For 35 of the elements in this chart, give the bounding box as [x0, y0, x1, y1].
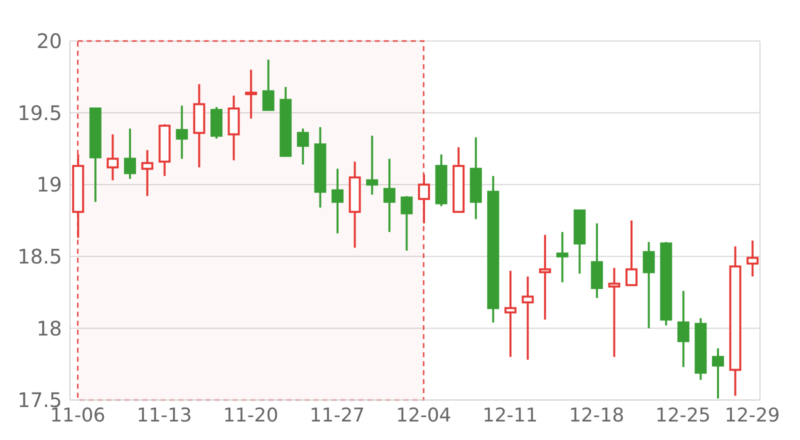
x-tick-label: 12-04 — [396, 404, 452, 426]
candlestick — [504, 270, 516, 358]
x-tick-label: 12-11 — [482, 404, 538, 426]
x-tick-label: 12-25 — [655, 404, 711, 426]
candlestick — [522, 276, 534, 361]
y-tick-label: 18 — [36, 316, 62, 340]
x-tick-label: 11-27 — [310, 404, 365, 426]
y-tick-label: 19.5 — [17, 100, 62, 125]
y-tick-label: 19 — [36, 172, 62, 197]
candlestick — [124, 128, 136, 180]
candlestick — [141, 149, 154, 198]
x-tick-label: 12-18 — [568, 404, 624, 426]
x-tick-label: 12-29 — [724, 404, 780, 426]
y-tick-label: 18.5 — [17, 244, 62, 268]
candlestick — [262, 58, 274, 111]
candlestick — [677, 290, 690, 368]
y-tick-label: 20 — [36, 29, 62, 54]
candlestick — [746, 240, 759, 278]
candlestick — [366, 134, 378, 196]
candlestick — [332, 168, 344, 234]
candlestick — [383, 158, 396, 233]
candlestick — [245, 68, 258, 120]
candlestick — [539, 234, 552, 321]
candlestick — [418, 174, 430, 224]
candlestick — [400, 195, 413, 252]
candlestick — [556, 230, 568, 284]
candlestick — [712, 347, 724, 400]
candlestick — [642, 241, 655, 330]
x-tick-label: 11-20 — [223, 404, 278, 426]
candlestick — [106, 133, 119, 182]
candlestick — [296, 128, 309, 166]
candlestick — [626, 220, 638, 286]
candlestick — [176, 104, 188, 160]
x-tick-label: 11-13 — [136, 404, 192, 426]
candlestick — [608, 266, 620, 358]
